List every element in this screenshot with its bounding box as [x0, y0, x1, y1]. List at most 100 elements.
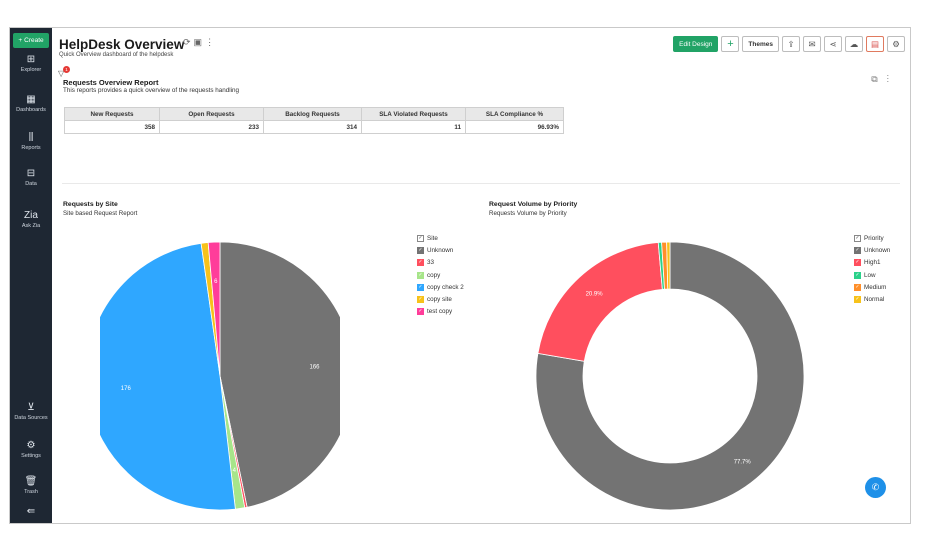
comments-icon[interactable]: ▤ — [866, 36, 884, 52]
legend-label: test copy — [427, 308, 453, 316]
sidebar-item-dashboards[interactable]: ▦ Dashboards — [10, 94, 52, 113]
legend-item[interactable]: ✓ Normal — [854, 293, 890, 305]
sidebar-item-label: Dashboards — [16, 107, 46, 113]
legend-label: copy site — [427, 296, 452, 304]
slice-unknown[interactable] — [219, 241, 340, 508]
site-legend: ✓ Site ✓ Unknown ✓ 33 ✓ copy ✓ copy check 2 ✓ copy … — [417, 232, 464, 318]
sidebar-item-label: Ask Zia — [21, 223, 41, 229]
slice-high1[interactable] — [537, 242, 663, 362]
sidebar-item-explorer[interactable]: ⊞ Explorer — [10, 54, 52, 73]
legend-swatch: ✓ — [417, 296, 424, 304]
themes-button[interactable]: Themes — [742, 36, 779, 52]
slice-normal[interactable] — [666, 241, 671, 290]
slice-test-copy[interactable] — [207, 241, 221, 377]
legend-label: 33 — [427, 259, 435, 267]
legend-swatch: ✓ — [854, 296, 861, 304]
publish-icon[interactable]: ☁ — [845, 36, 863, 52]
legend-swatch: ✓ — [417, 308, 424, 316]
legend-item[interactable]: ✓ Unknown — [854, 244, 890, 256]
table-row: 358 233 314 11 96.93% — [64, 120, 564, 134]
legend-label: Unknown — [864, 246, 891, 254]
email-icon[interactable]: ✉ — [803, 36, 821, 52]
sidebar-item-ask-zia[interactable]: Zia Ask Zia — [10, 210, 52, 229]
legend-swatch: ✓ — [854, 271, 861, 279]
legend-item[interactable]: ✓ copy — [417, 269, 464, 281]
section-divider — [62, 183, 900, 184]
sidebar: + Create ⇚ ⊞ Explorer ▦ Dashboards ⫼ Reports ⊟… — [10, 28, 52, 523]
collapse-sidebar-icon[interactable]: ⇚ — [26, 506, 36, 517]
table-cell: 11 — [361, 120, 466, 134]
table-cell: 233 — [159, 120, 264, 134]
chat-icon: ✆ — [871, 482, 880, 492]
sidebar-item-label: Data — [25, 181, 37, 187]
priority-chart-title: Request Volume by Priority — [489, 201, 578, 208]
slice-copy-check-2[interactable] — [100, 242, 236, 511]
chat-help-button[interactable]: ✆ — [865, 477, 886, 498]
overview-table: New Requests Open Requests Backlog Reque… — [64, 107, 564, 134]
column-header: Backlog Requests — [263, 107, 362, 121]
more-vertical-icon[interactable]: ⋮ — [205, 37, 218, 47]
table-cell: 358 — [64, 120, 160, 134]
slice-unknown[interactable] — [535, 241, 805, 511]
refresh-icon[interactable]: ⟳ — [183, 37, 194, 47]
settings-icon: ⚙ — [26, 440, 36, 451]
data-icon: ⊟ — [26, 168, 36, 179]
plus-icon: + — [18, 37, 23, 44]
legend-item[interactable]: ✓ test copy — [417, 306, 464, 318]
open-external-icon[interactable]: ⧉ — [871, 74, 887, 84]
share-icon[interactable]: ⋖ — [824, 36, 842, 52]
table-cell: 96.93% — [465, 120, 564, 134]
legend-label: Low — [864, 271, 876, 279]
column-header: SLA Compliance % — [465, 107, 564, 121]
column-header: Open Requests — [159, 107, 264, 121]
legend-item[interactable]: ✓ copy site — [417, 293, 464, 305]
create-label: Create — [24, 37, 44, 44]
column-header: SLA Violated Requests — [361, 107, 466, 121]
legend-item[interactable]: ✓ Unknown — [417, 244, 464, 256]
sidebar-item-data[interactable]: ⊟ Data — [10, 168, 52, 187]
priority-chart-subtitle: Requests Volume by Priority — [489, 210, 567, 217]
more-vertical-icon[interactable]: ⋮ — [886, 74, 898, 84]
report-actions: ⧉⋮ — [871, 74, 898, 85]
legend-label: Unknown — [427, 246, 454, 254]
dashboards-icon: ▦ — [26, 94, 36, 105]
dashboard-main: HelpDesk Overview ⟳▣⋮ Quick Overview das… — [52, 28, 910, 523]
settings-gear-icon[interactable]: ⚙ — [887, 36, 905, 52]
legend-item[interactable]: ✓ copy check 2 — [417, 281, 464, 293]
data-label: 6 — [214, 279, 218, 285]
image-icon[interactable]: ▣ — [193, 37, 206, 47]
legend-item[interactable]: ✓ High1 — [854, 257, 890, 269]
priority-legend: ✓ Priority ✓ Unknown ✓ High1 ✓ Low ✓ Medium ✓ Norma… — [854, 232, 890, 306]
site-pie-chart: 166 4 176 6 — [100, 241, 340, 511]
legend-item[interactable]: ✓ 33 — [417, 257, 464, 269]
edit-design-button[interactable]: Edit Design — [673, 36, 719, 52]
sidebar-item-trash[interactable]: 🗑 Trash — [10, 476, 52, 495]
legend-swatch: ✓ — [854, 246, 861, 254]
overview-report-subtitle: This reports provides a quick overview o… — [63, 87, 240, 94]
reports-icon: ⫼ — [28, 132, 34, 143]
toolbar: Edit Design + Themes ⇪ ✉ ⋖ ☁ ▤ ⚙ — [673, 36, 905, 52]
create-button[interactable]: + Create — [13, 33, 49, 48]
legend-title[interactable]: ✓ Site — [417, 232, 464, 244]
add-button[interactable]: + — [721, 36, 740, 52]
checkbox-icon: ✓ — [417, 234, 424, 242]
legend-title-label: Site — [427, 234, 438, 242]
sidebar-item-data-sources[interactable]: ⊻ Data Sources — [10, 402, 52, 421]
filter-icon[interactable]: ▽ — [58, 69, 65, 78]
legend-title[interactable]: ✓ Priority — [854, 232, 890, 244]
sidebar-item-label: Explorer — [20, 67, 42, 73]
legend-swatch: ✓ — [417, 246, 424, 254]
data-label: 20.9% — [586, 292, 604, 298]
export-icon[interactable]: ⇪ — [782, 36, 800, 52]
plus-icon: + — [727, 38, 734, 50]
sidebar-item-settings[interactable]: ⚙ Settings — [10, 440, 52, 459]
legend-item[interactable]: ✓ Low — [854, 269, 890, 281]
sidebar-item-label: Trash — [24, 489, 38, 495]
site-chart-title: Requests by Site — [63, 201, 118, 208]
filter-count-badge: 1 — [63, 66, 70, 73]
legend-item[interactable]: ✓ Medium — [854, 281, 890, 293]
sidebar-item-reports[interactable]: ⫼ Reports — [10, 132, 52, 151]
legend-label: copy check 2 — [427, 283, 464, 291]
priority-donut-chart: 77.7% 20.9% — [535, 241, 805, 511]
data-label: 166 — [310, 364, 321, 370]
